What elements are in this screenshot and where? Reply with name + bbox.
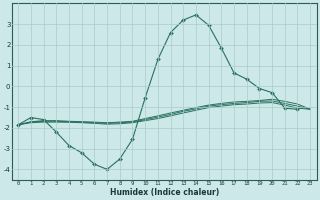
- X-axis label: Humidex (Indice chaleur): Humidex (Indice chaleur): [109, 188, 219, 197]
